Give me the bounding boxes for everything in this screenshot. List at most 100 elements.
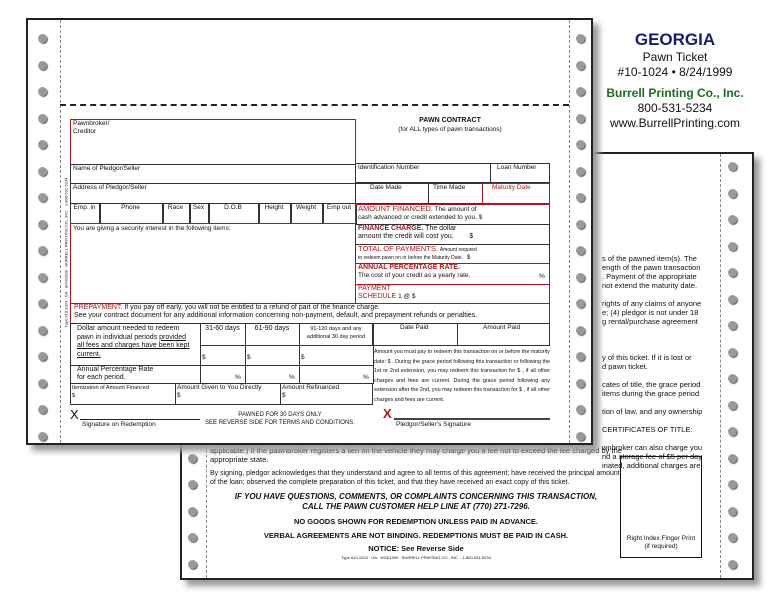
tractor-feed-hole xyxy=(576,166,585,176)
company-phone: 800-531-5234 xyxy=(637,101,713,115)
tractor-feed-hole xyxy=(38,405,47,414)
items-field[interactable] xyxy=(70,223,356,304)
form-id: #10-1024 • 8/24/1999 xyxy=(617,65,733,79)
tractor-feed-hole xyxy=(188,533,197,542)
back-terms-line: y of this ticket. If it is lost or xyxy=(602,353,692,362)
back-terms-line: d pawn ticket. xyxy=(602,362,648,371)
emp-field-label: Phone xyxy=(121,204,140,211)
prepayment-text: PREPAYMENT: If you pay off early, you wi… xyxy=(74,304,478,319)
tractor-feed-hole xyxy=(728,506,737,516)
back-terms-line: cates of title, the grace period xyxy=(602,380,701,389)
tractor-feed-hole xyxy=(38,166,47,176)
tractor-feed-hole xyxy=(576,405,585,414)
tractor-feed-hole xyxy=(728,400,737,410)
date-paid-label: Date Paid xyxy=(400,324,429,331)
tractor-feed-hole xyxy=(728,427,737,436)
contract-subtitle: (for ALL types of pawn transactions) xyxy=(398,126,502,133)
pawnbroker-field[interactable] xyxy=(70,119,356,165)
period-label: 91-120 days and any additional 30 day pe… xyxy=(306,326,366,340)
pawnbroker-label: Pawnbroker/ xyxy=(73,120,110,127)
period-amount-field[interactable] xyxy=(200,345,246,366)
period-amount-field[interactable] xyxy=(299,345,374,366)
tractor-feed-hole xyxy=(38,246,47,255)
tractor-feed-hole xyxy=(38,34,47,43)
helpline-1: IF YOU HAVE QUESTIONS, COMMENTS, OR COMP… xyxy=(234,492,598,501)
period-label: 31-60 days xyxy=(205,325,240,332)
tractor-feed-hole xyxy=(728,215,737,224)
back-terms-line: tion of law, and any ownership xyxy=(602,407,703,416)
tractor-feed-hole xyxy=(728,559,737,569)
lien-text: applicable.) If the pawnbroker registers… xyxy=(210,446,622,464)
items-label: You are giving a security interest in th… xyxy=(73,225,231,232)
id-number-label: Identification Number xyxy=(358,164,420,171)
back-terms-line xyxy=(602,398,720,407)
tractor-feed-hole xyxy=(576,34,585,43)
back-terms-line: wnbroker can also charge you xyxy=(602,443,703,452)
emp-field-label: D.O.B xyxy=(224,204,242,211)
pawned-days-notice: PAWNED FOR 30 DAYS ONLY xyxy=(238,412,322,418)
fingerprint-note: (if required) xyxy=(644,543,678,550)
fingerprint-label: Right Index Finger Print xyxy=(626,535,696,542)
back-terms-line: e; (4) pledgor is not under 18 xyxy=(602,308,699,317)
period-dollar: $ xyxy=(301,354,305,361)
pledgor-x-mark: X xyxy=(383,406,392,421)
tractor-feed-hole xyxy=(576,272,585,282)
refinanced-label: Amount Refinanced $ xyxy=(282,384,340,399)
back-terms-line: ength of the pawn transaction xyxy=(602,263,701,272)
payment-schedule: PAYMENT SCHEDULE 1 @ $ xyxy=(358,285,416,300)
tractor-feed-hole xyxy=(728,374,737,383)
refinanced-field[interactable] xyxy=(280,383,373,405)
tractor-feed-hole xyxy=(188,480,197,489)
amount-paid-label: Amount Paid xyxy=(483,324,521,331)
back-terms-line xyxy=(602,344,720,353)
tractor-feed-hole xyxy=(576,325,585,335)
maturity-date-field[interactable] xyxy=(482,183,550,204)
back-terms-line: rights of any claims of anyone xyxy=(602,299,702,308)
side-imprint: Type #10-1024 · GA · 8/24/1999 · BURRELL… xyxy=(63,177,69,328)
pledgor-signature-label: Pledgor/Seller's Signature xyxy=(396,421,471,428)
tractor-feed-hole xyxy=(728,533,737,542)
emp-field-label: Emp out xyxy=(326,204,352,211)
period-percent: % xyxy=(235,374,241,381)
back-terms-line: items during the grace period xyxy=(602,389,700,398)
tractor-feed-hole xyxy=(188,559,197,569)
tractor-feed-hole xyxy=(728,480,737,489)
tractor-feed-hole xyxy=(728,188,737,198)
name-label: Name of Pledgor/Seller xyxy=(73,165,141,172)
see-reverse-notice: SEE REVERSE SIDE FOR TERMS AND CONDITION… xyxy=(205,420,355,426)
period-dollar: $ xyxy=(247,354,251,361)
verbal-notice: VERBAL AGREEMENTS ARE NOT BINDING. REDEM… xyxy=(263,531,569,540)
period-amount-field[interactable] xyxy=(245,345,300,366)
tractor-feed-hole xyxy=(38,87,47,96)
tractor-feed-hole xyxy=(576,219,585,229)
tractor-feed-hole xyxy=(728,347,737,357)
company-name: Burrell Printing Co., Inc. xyxy=(606,86,744,100)
time-made-label: Time Made xyxy=(433,184,466,191)
redemption-signature-line[interactable] xyxy=(80,419,200,420)
tractor-feed-hole xyxy=(576,193,585,202)
pledgor-signature-line[interactable] xyxy=(394,418,550,420)
back-terms-text: s of the pawned item(s). The ength of the… xyxy=(602,254,720,470)
apr-period-text: Annual Percentage Rate for each period. xyxy=(77,366,154,381)
contract-title: PAWN CONTRACT xyxy=(419,117,481,124)
tractor-feed-hole xyxy=(38,299,47,308)
amount-paid-cell[interactable] xyxy=(457,323,550,346)
apr-percent: % xyxy=(539,273,545,280)
state-title: GEORGIA xyxy=(634,30,716,49)
tractor-feed-hole xyxy=(576,352,585,361)
amount-financed: AMOUNT FINANCED. The amount of cash advan… xyxy=(358,204,483,222)
back-imprint: Type #10-1024 · GA · 8/24/1999 · BURRELL… xyxy=(341,555,491,560)
tractor-feed-hole xyxy=(728,294,737,304)
emp-field-label: Emp. in xyxy=(73,204,96,211)
apr: ANNUAL PERCENTAGE RATE. The cost of your … xyxy=(358,264,471,279)
back-terms-line xyxy=(602,326,720,335)
date-made-label: Date Made xyxy=(370,184,402,191)
loan-number-field[interactable] xyxy=(490,163,550,183)
back-terms-line xyxy=(602,371,720,380)
maturity-date-label: Maturity Date xyxy=(492,184,531,191)
redemption-signature-label: Signature on Redemption xyxy=(82,421,156,428)
back-terms-line xyxy=(602,416,720,425)
tractor-feed-hole xyxy=(576,113,585,123)
creditor-label: Creditor xyxy=(73,128,97,135)
tractor-feed-hole xyxy=(728,321,737,330)
